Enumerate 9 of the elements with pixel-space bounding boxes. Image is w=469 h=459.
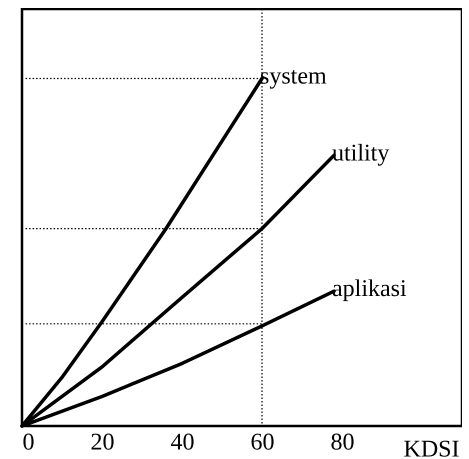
x-tick-label: 60 bbox=[250, 430, 274, 456]
x-tick-label: 80 bbox=[330, 430, 354, 456]
series-label: utility bbox=[332, 140, 390, 166]
x-tick-label: 0 bbox=[22, 430, 34, 456]
series-label: system bbox=[260, 64, 327, 90]
x-tick-label: 20 bbox=[90, 430, 114, 456]
x-tick-label: 40 bbox=[170, 430, 194, 456]
x-axis-title: KDSI bbox=[403, 436, 460, 459]
series-label: aplikasi bbox=[332, 276, 407, 302]
